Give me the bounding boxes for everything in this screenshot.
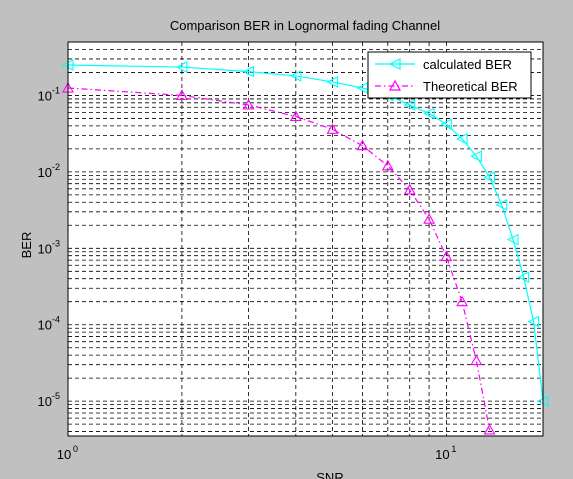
y-tick-exponent: -3 (52, 238, 60, 248)
data-point-calculated (403, 99, 416, 111)
legend-label-theoretical: Theoretical BER (423, 79, 518, 94)
data-point-theoretical (381, 159, 394, 171)
data-point-theoretical (423, 213, 436, 224)
legend-marker-theoretical (388, 79, 402, 91)
data-point-theoretical (356, 139, 369, 151)
y-tick-label: 10 -4 (38, 315, 60, 333)
series-line-calculated (67, 64, 544, 402)
data-point-theoretical (483, 423, 496, 435)
y-tick-base: 10 (38, 165, 52, 180)
data-point-calculated (422, 107, 435, 120)
data-point-calculated (455, 132, 468, 145)
data-point-calculated (495, 198, 508, 211)
data-point-theoretical (403, 183, 416, 195)
data-point-theoretical (470, 354, 483, 366)
data-point-calculated (356, 82, 369, 94)
data-point-calculated (289, 70, 302, 82)
data-point-calculated (527, 315, 540, 328)
x-tick-exponent: 1 (451, 444, 456, 454)
legend-label-calculated: calculated BER (423, 57, 512, 72)
plot-area (68, 42, 543, 436)
y-tick-base: 10 (38, 394, 52, 409)
y-tick-exponent: -2 (52, 162, 60, 172)
y-tick-label: 10 -2 (38, 162, 60, 180)
data-point-theoretical (326, 123, 339, 134)
plot-frame (67, 41, 544, 437)
y-tick-base: 10 (38, 88, 52, 103)
data-point-calculated (326, 76, 339, 88)
data-point-calculated (440, 118, 452, 131)
data-point-theoretical (289, 110, 302, 122)
chart-title: Comparison BER in Lognormal fading Chann… (170, 18, 440, 33)
data-point-theoretical (175, 89, 188, 100)
legend: calculated BER Theoretical BER (367, 51, 532, 99)
y-tick-exponent: -1 (52, 85, 60, 95)
x-axis-label: SNR (316, 470, 343, 479)
y-tick-base: 10 (38, 318, 52, 333)
x-tick-label: 10 1 (435, 444, 456, 462)
legend-marker-calculated (388, 58, 401, 70)
data-point-calculated (175, 61, 188, 73)
y-tick-exponent: -4 (52, 315, 60, 325)
y-tick-base: 10 (38, 241, 52, 256)
data-point-theoretical (456, 295, 469, 307)
data-point-calculated (242, 65, 255, 78)
y-tick-label: 10 -1 (38, 85, 60, 103)
y-tick-label: 10 -3 (38, 238, 60, 256)
y-tick-exponent: -5 (52, 391, 60, 401)
x-tick-exponent: 0 (73, 444, 78, 454)
x-tick-base: 10 (435, 447, 449, 462)
tick-labels: 10 0 10 110 -510 -410 -310 -210 -1 (38, 85, 457, 462)
x-tick-label: 10 0 (57, 444, 78, 462)
data-point-calculated (470, 150, 482, 163)
data-point-calculated (483, 171, 496, 184)
y-axis-label: BER (19, 232, 34, 259)
data-point-calculated (506, 233, 519, 246)
data-point-calculated (517, 271, 530, 283)
data-point-theoretical (242, 98, 255, 110)
x-tick-base: 10 (57, 447, 71, 462)
y-tick-label: 10 -5 (38, 391, 60, 409)
series-line-theoretical (67, 87, 491, 431)
data-point-theoretical (440, 250, 453, 262)
